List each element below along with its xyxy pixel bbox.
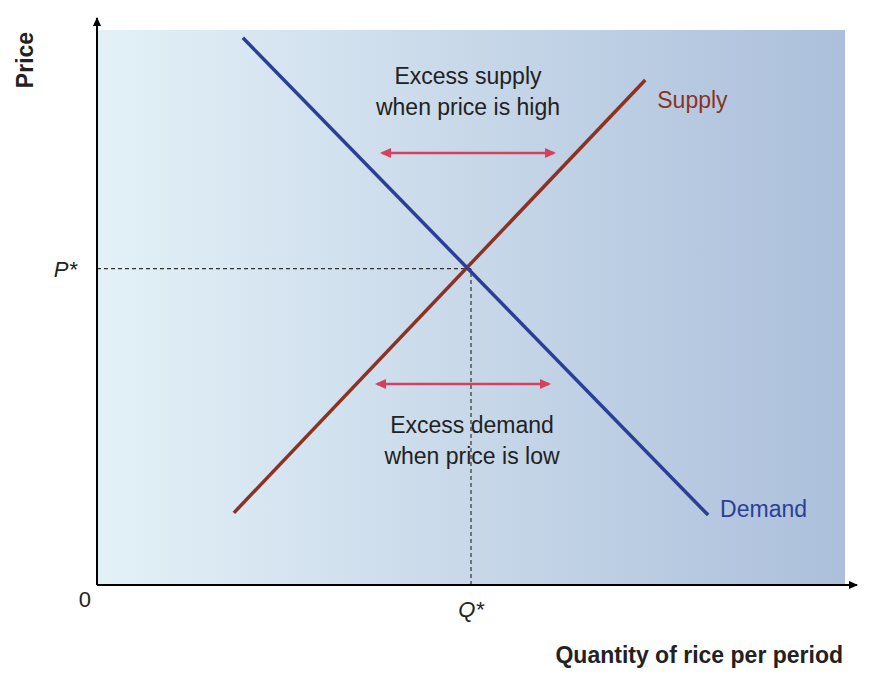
y-axis: [96, 18, 98, 585]
annotation-arrow: [382, 152, 554, 155]
series-group: [234, 38, 708, 515]
x-axis-title: Quantity of rice per period: [555, 642, 843, 668]
series-label: Demand: [720, 496, 807, 522]
plot-background: [97, 30, 845, 585]
annotation-arrow: [377, 383, 549, 386]
y-guide: [97, 268, 471, 269]
y-axis-title: Price: [12, 32, 38, 88]
x-tick-label: 0: [79, 587, 91, 612]
series-line: [243, 38, 708, 515]
annotation-text: Excess demand: [390, 412, 554, 438]
annotation-text: when price is low: [383, 443, 560, 469]
chart: Supply Demand 0 Q* P* Quantity of rice per pe…: [0, 0, 880, 682]
x-axis: [97, 584, 857, 586]
series-label: Supply: [657, 87, 728, 113]
annotation-text: when price is high: [375, 94, 560, 120]
annotation-text: Excess supply: [394, 63, 542, 89]
x-tick-label: Q*: [458, 597, 485, 622]
series-line: [234, 80, 645, 513]
y-tick-label: P*: [54, 257, 79, 282]
